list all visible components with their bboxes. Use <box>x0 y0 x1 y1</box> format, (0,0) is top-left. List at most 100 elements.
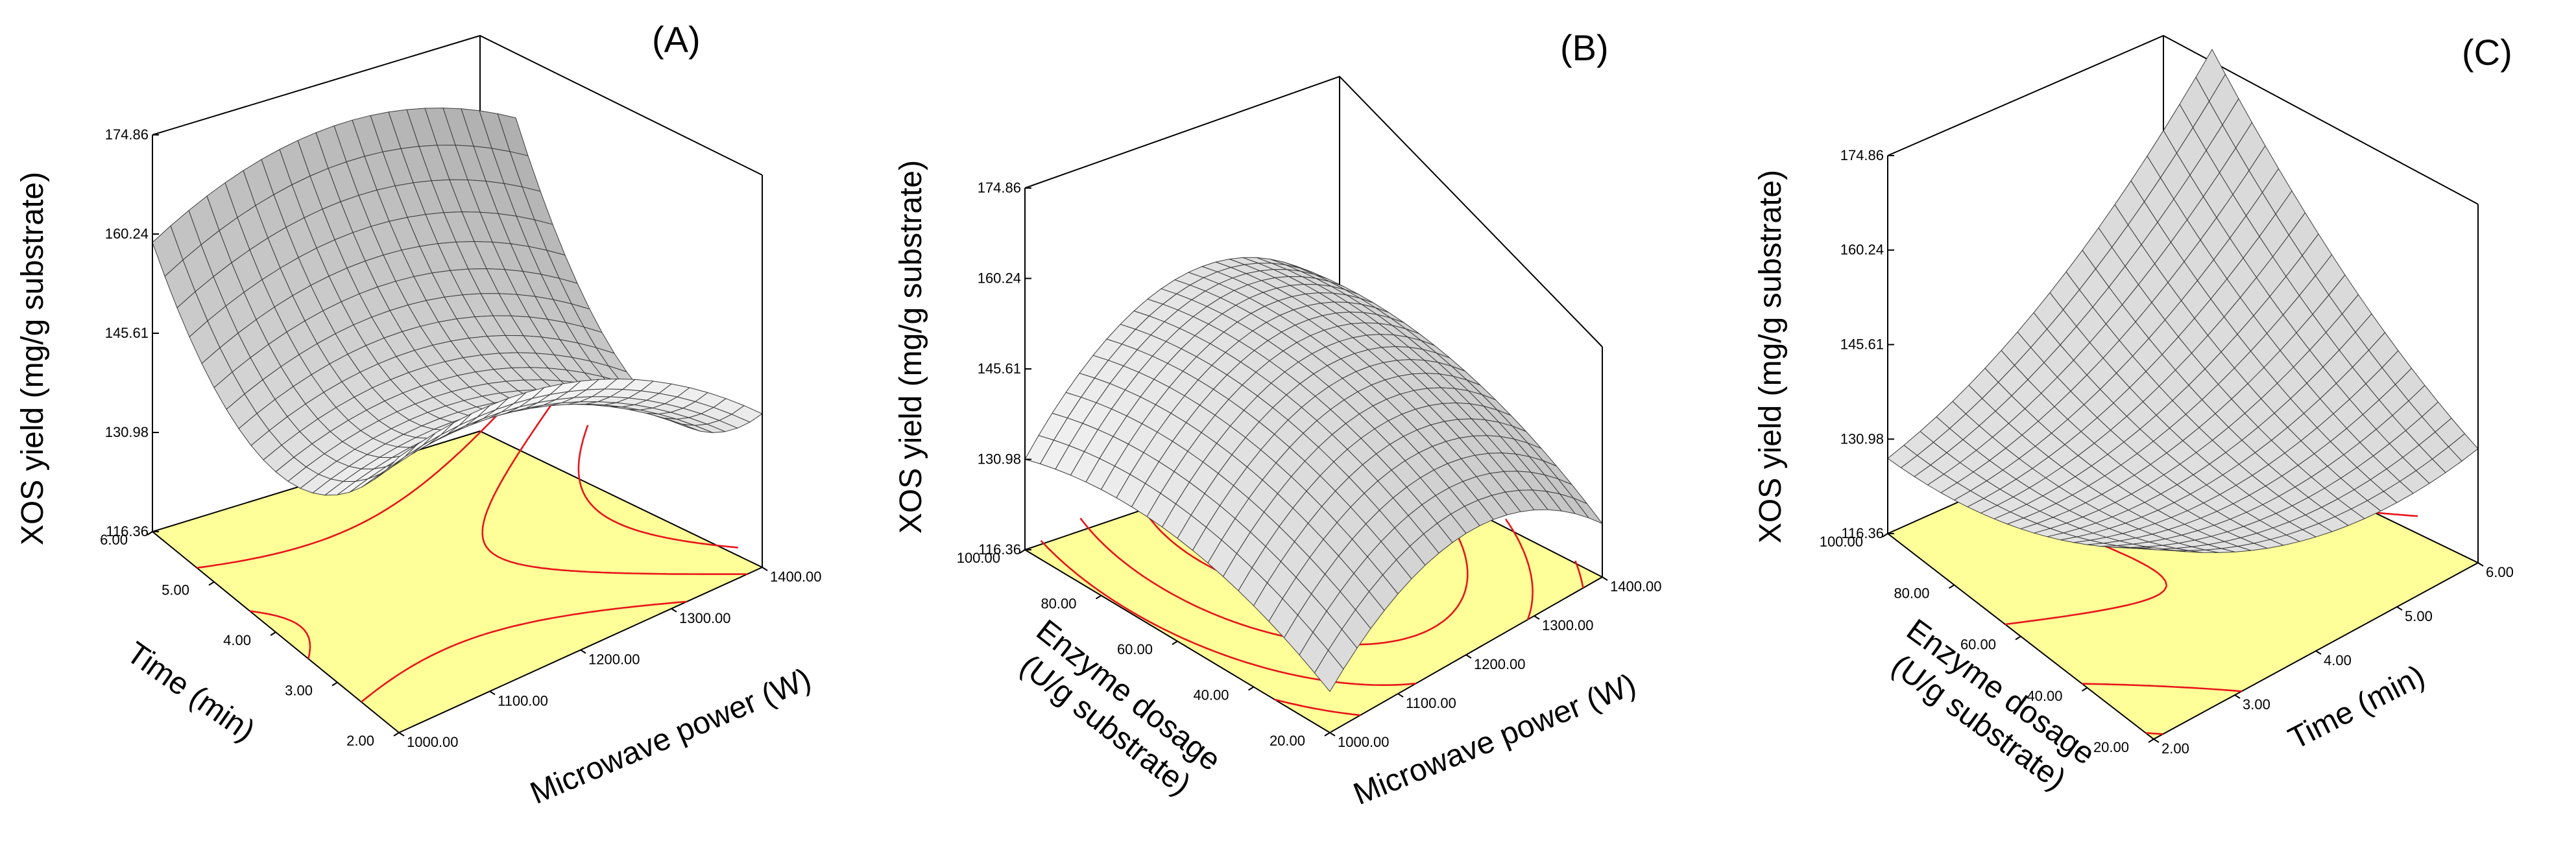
x-tick-label: 5.00 <box>2405 608 2433 624</box>
z-tick-label: 174.86 <box>978 180 1021 196</box>
y-tick-label: 20.00 <box>2093 739 2129 755</box>
x-tick-mark <box>2315 650 2322 655</box>
z-tick-label: 116.36 <box>106 523 149 539</box>
y-tick-mark <box>208 581 215 586</box>
panel-label: (A) <box>652 19 701 60</box>
y-tick-mark <box>393 732 400 737</box>
x-tick-label: 3.00 <box>2243 696 2270 713</box>
floor-contour-plane <box>150 430 764 734</box>
z-tick-label: 160.24 <box>978 270 1021 286</box>
contour-line-1 <box>1040 518 1534 686</box>
panel-a: 116.36 130.98 145.61 160.24 174.86 1000.00 11… <box>16 19 822 811</box>
z-tick-label: 174.86 <box>1840 147 1884 163</box>
x-tick-mark <box>671 607 677 613</box>
x-tick-label: 1200.00 <box>588 652 640 668</box>
x-axis-ticks: 1000.00 1100.00 1200.00 1300.00 1400.00 <box>398 567 822 750</box>
y-tick-mark <box>2015 635 2021 641</box>
x-axis-ticks: 1000.00 1100.00 1200.00 1300.00 1400.00 <box>1329 576 1662 750</box>
x-tick-mark <box>398 732 405 737</box>
y-tick-label: 80.00 <box>1041 596 1076 612</box>
y-tick-label: 80.00 <box>1894 585 1929 601</box>
x-tick-mark <box>580 649 586 654</box>
panel-b: 116.36 130.98 145.61 160.24 174.86 1000.00 11… <box>894 27 1662 812</box>
z-tick-label: 174.86 <box>105 126 149 143</box>
x-tick-mark <box>1329 732 1336 737</box>
z-axis-label: XOS yield (mg/g substrate) <box>1753 170 1788 543</box>
x-tick-mark <box>1534 615 1540 620</box>
y-tick-mark <box>2081 687 2088 692</box>
z-axis-ticks: 116.36 130.98 145.61 160.24 174.86 <box>105 126 159 539</box>
y-tick-label: 6.00 <box>100 532 128 548</box>
x-tick-label: 4.00 <box>2324 652 2352 668</box>
z-tick-label: 116.36 <box>1841 525 1884 541</box>
z-tick-label: 130.98 <box>978 451 1021 467</box>
z-tick-label: 145.61 <box>1840 336 1884 353</box>
y-tick-mark <box>1172 641 1178 645</box>
x-axis-ticks: 2.00 3.00 4.00 5.00 6.00 <box>2153 562 2514 757</box>
y-axis-ticks: 20.00 40.00 60.00 80.00 100.00 <box>957 549 1330 749</box>
y-tick-mark <box>270 631 276 636</box>
z-tick-label: 160.24 <box>1840 242 1884 258</box>
panel-c: 116.36 130.98 145.61 160.24 174.86 2.00 3.00 4… <box>1753 32 2514 797</box>
x-axis-label: Time (min) <box>2283 659 2431 757</box>
y-tick-label: 3.00 <box>285 683 313 699</box>
y-tick-label: 100.00 <box>1820 534 1863 550</box>
z-tick-label: 130.98 <box>105 424 149 440</box>
z-tick-label: 145.61 <box>105 325 149 341</box>
z-tick-label: 116.36 <box>978 541 1021 558</box>
contour-line-1 <box>577 425 738 548</box>
response-surface-mesh <box>1887 49 2479 553</box>
response-surface-mesh <box>1024 257 1603 692</box>
x-tick-label: 1000.00 <box>407 734 459 750</box>
response-surface-mesh <box>152 108 763 496</box>
x-tick-mark <box>2234 694 2241 699</box>
x-tick-label: 1300.00 <box>1542 617 1594 633</box>
x-tick-label: 1300.00 <box>679 610 731 626</box>
y-tick-label: 60.00 <box>1960 637 1996 653</box>
x-tick-label: 1100.00 <box>1406 695 1456 711</box>
contour-lines <box>197 378 747 703</box>
y-tick-label: 40.00 <box>1193 687 1229 703</box>
x-tick-mark <box>1465 654 1472 659</box>
z-axis-ticks: 116.36 130.98 145.61 160.24 174.86 <box>1840 147 1894 541</box>
x-tick-label: 2.00 <box>2161 740 2189 757</box>
y-tick-label: 5.00 <box>162 582 189 598</box>
surface-cell <box>386 444 418 470</box>
x-axis-label: Microwave power (W) <box>525 662 816 811</box>
x-tick-mark <box>2153 738 2160 743</box>
x-tick-mark <box>2396 606 2403 611</box>
y-tick-label: 2.00 <box>346 733 374 749</box>
z-axis-ticks: 116.36 130.98 145.61 160.24 174.86 <box>978 180 1031 558</box>
y-tick-label: 20.00 <box>1270 733 1305 749</box>
y-tick-mark <box>1948 584 1955 589</box>
panel-label: (C) <box>2462 32 2512 73</box>
surface-cell <box>2140 547 2171 550</box>
x-tick-mark <box>762 567 768 571</box>
z-axis-label: XOS yield (mg/g substrate) <box>16 172 50 545</box>
contour-line-0 <box>1274 560 1584 716</box>
x-tick-label: 1100.00 <box>498 692 548 709</box>
z-tick-label: 145.61 <box>978 360 1021 377</box>
y-axis-label: Time (min) <box>120 635 261 748</box>
y-tick-label: 40.00 <box>2027 688 2062 704</box>
contour-line-3 <box>197 378 687 703</box>
y-tick-mark <box>1095 595 1102 600</box>
contour-line-2 <box>250 398 747 659</box>
surface-cell <box>1314 650 1344 692</box>
y-tick-label: 60.00 <box>1117 641 1153 657</box>
x-tick-mark <box>1602 576 1608 581</box>
z-axis-label: XOS yield (mg/g substrate) <box>894 160 928 534</box>
panel-label: (B) <box>1560 27 1609 68</box>
x-tick-label: 1400.00 <box>770 569 822 585</box>
x-tick-label: 1000.00 <box>1338 734 1390 750</box>
y-tick-mark <box>147 531 153 536</box>
z-tick-label: 130.98 <box>1840 430 1884 447</box>
y-tick-label: 100.00 <box>957 550 1000 566</box>
x-tick-label: 1400.00 <box>1610 578 1662 595</box>
x-tick-mark <box>2477 562 2484 567</box>
x-tick-mark <box>1397 693 1404 698</box>
y-axis-ticks: 20.00 40.00 60.00 80.00 100.00 <box>1820 533 2154 755</box>
y-tick-mark <box>1247 686 1255 691</box>
y-tick-label: 4.00 <box>223 632 251 648</box>
